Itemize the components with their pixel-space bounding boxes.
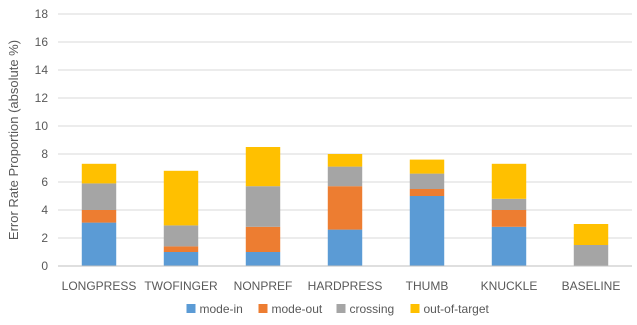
bar-segment-out-of-target xyxy=(491,163,527,199)
bar-segment-mode-out xyxy=(327,186,363,230)
bar-segment-mode-out xyxy=(245,226,281,252)
legend-item-out-of-target: out-of-target xyxy=(410,302,490,316)
bar-segment-crossing xyxy=(81,183,117,210)
y-tick-label: 14 xyxy=(35,63,49,77)
legend-item-mode-in: mode-in xyxy=(186,302,243,316)
bar-segment-crossing xyxy=(491,198,527,210)
bar-segment-mode-in xyxy=(491,226,527,266)
legend-swatch xyxy=(258,304,268,313)
bar-segment-out-of-target xyxy=(409,159,445,174)
y-tick-label: 2 xyxy=(41,231,48,245)
bar-segment-mode-in xyxy=(409,196,445,266)
y-tick-label: 0 xyxy=(41,259,48,273)
bar-segment-mode-in xyxy=(81,222,117,266)
bar-segment-crossing xyxy=(573,245,609,266)
bar-segment-crossing xyxy=(245,186,281,227)
bars xyxy=(81,147,609,266)
bar-segment-out-of-target xyxy=(327,154,363,167)
y-tick-label: 8 xyxy=(41,147,48,161)
bar-segment-mode-in xyxy=(163,252,199,266)
bar-segment-out-of-target xyxy=(81,163,117,184)
bar-segment-mode-out xyxy=(81,210,117,223)
legend-swatch xyxy=(410,304,420,313)
y-tick-label: 12 xyxy=(35,91,49,105)
bar-segment-out-of-target xyxy=(245,147,281,187)
y-tick-label: 18 xyxy=(35,7,49,21)
bar-segment-crossing xyxy=(409,173,445,189)
x-category-label: BASELINE xyxy=(562,279,621,293)
y-tick-label: 16 xyxy=(35,35,49,49)
legend-item-crossing: crossing xyxy=(336,302,395,316)
x-category-label: NONPREF xyxy=(234,279,293,293)
legend-label: out-of-target xyxy=(424,302,490,316)
x-category-label: TWOFINGER xyxy=(144,279,218,293)
legend: mode-in mode-out crossing out-of-target xyxy=(186,302,490,316)
legend-swatch xyxy=(336,304,346,313)
gridlines xyxy=(58,13,632,239)
legend-item-mode-out: mode-out xyxy=(258,302,323,316)
bar-segment-out-of-target xyxy=(573,224,609,245)
bar-segment-mode-in xyxy=(245,252,281,266)
y-tick-label: 10 xyxy=(35,119,49,133)
y-tick-label: 4 xyxy=(41,203,48,217)
legend-swatch xyxy=(186,304,196,313)
bar-segment-mode-in xyxy=(327,229,363,266)
y-tick-label: 6 xyxy=(41,175,48,189)
x-category-label: KNUCKLE xyxy=(481,279,538,293)
legend-label: mode-in xyxy=(200,302,243,316)
bar-segment-mode-out xyxy=(491,210,527,227)
bar-segment-out-of-target xyxy=(163,170,199,226)
legend-label: crossing xyxy=(350,302,395,316)
bar-segment-mode-out xyxy=(163,246,199,252)
bar-segment-crossing xyxy=(163,225,199,247)
bar-segment-mode-out xyxy=(409,189,445,196)
x-category-label: HARDPRESS xyxy=(308,279,383,293)
y-axis-ticks: 0 2 4 6 8 10 12 14 16 18 xyxy=(35,7,49,273)
y-axis-label: Error Rate Proportion (absolute %) xyxy=(6,40,21,240)
x-category-label: LONGPRESS xyxy=(62,279,137,293)
x-axis-category-labels: LONGPRESS TWOFINGER NONPREF HARDPRESS THUMB K… xyxy=(62,279,621,293)
x-category-label: THUMB xyxy=(406,279,449,293)
legend-label: mode-out xyxy=(272,302,323,316)
bar-segment-crossing xyxy=(327,166,363,187)
